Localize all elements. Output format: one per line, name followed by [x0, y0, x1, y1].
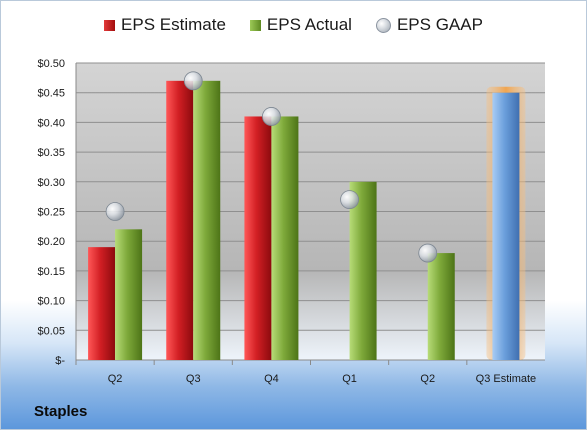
x-tick-label: Q4 — [264, 373, 279, 385]
y-tick-label: $0.15 — [37, 266, 65, 278]
y-tick-label: $0.10 — [37, 296, 65, 308]
y-tick-label: $- — [55, 355, 65, 367]
x-tick-label: Q1 — [342, 373, 357, 385]
legend-label-estimate: EPS Estimate — [121, 15, 226, 34]
y-tick-label: $0.50 — [37, 58, 65, 70]
point-eps-gaap — [340, 190, 359, 210]
y-tick-label: $0.30 — [37, 177, 65, 189]
point-eps-gaap — [105, 202, 125, 221]
point-eps-gaap — [183, 71, 203, 91]
bar-eps-actual — [193, 80, 221, 360]
legend-swatch-gaap — [375, 17, 391, 33]
point-eps-gaap — [418, 243, 438, 263]
bar-eps-projected — [492, 92, 520, 360]
bar-eps-estimate — [166, 80, 194, 360]
x-tick-label: Q3 Estimate — [476, 373, 537, 385]
bar-eps-actual — [349, 181, 377, 360]
legend-item-gaap: EPS GAAP — [375, 15, 483, 35]
y-tick-label: $0.45 — [37, 88, 65, 100]
x-tick-label: Q3 — [186, 373, 201, 385]
bar-eps-estimate — [244, 116, 272, 361]
legend-label-actual: EPS Actual — [266, 15, 352, 34]
legend-label-gaap: EPS GAAP — [396, 15, 483, 34]
company-name: Staples — [34, 403, 88, 420]
bar-eps-actual — [427, 253, 455, 360]
point-eps-gaap — [262, 107, 281, 126]
y-tick-label: $0.20 — [37, 236, 65, 248]
y-tick-label: $0.05 — [37, 325, 65, 337]
legend: EPS Estimate EPS Actual EPS GAAP — [1, 15, 586, 35]
legend-swatch-estimate — [104, 19, 116, 31]
y-tick-label: $0.40 — [37, 117, 65, 129]
legend-item-actual: EPS Actual — [249, 15, 352, 35]
bar-eps-actual — [115, 229, 143, 360]
x-tick-label: Q2 — [108, 373, 123, 385]
legend-swatch-actual — [249, 19, 261, 31]
y-tick-label: $0.35 — [37, 147, 65, 159]
bar-eps-actual — [271, 116, 299, 361]
bar-eps-estimate — [88, 247, 116, 360]
y-tick-label: $0.25 — [37, 207, 65, 219]
legend-item-estimate: EPS Estimate — [104, 15, 226, 35]
x-tick-label: Q2 — [420, 373, 435, 385]
